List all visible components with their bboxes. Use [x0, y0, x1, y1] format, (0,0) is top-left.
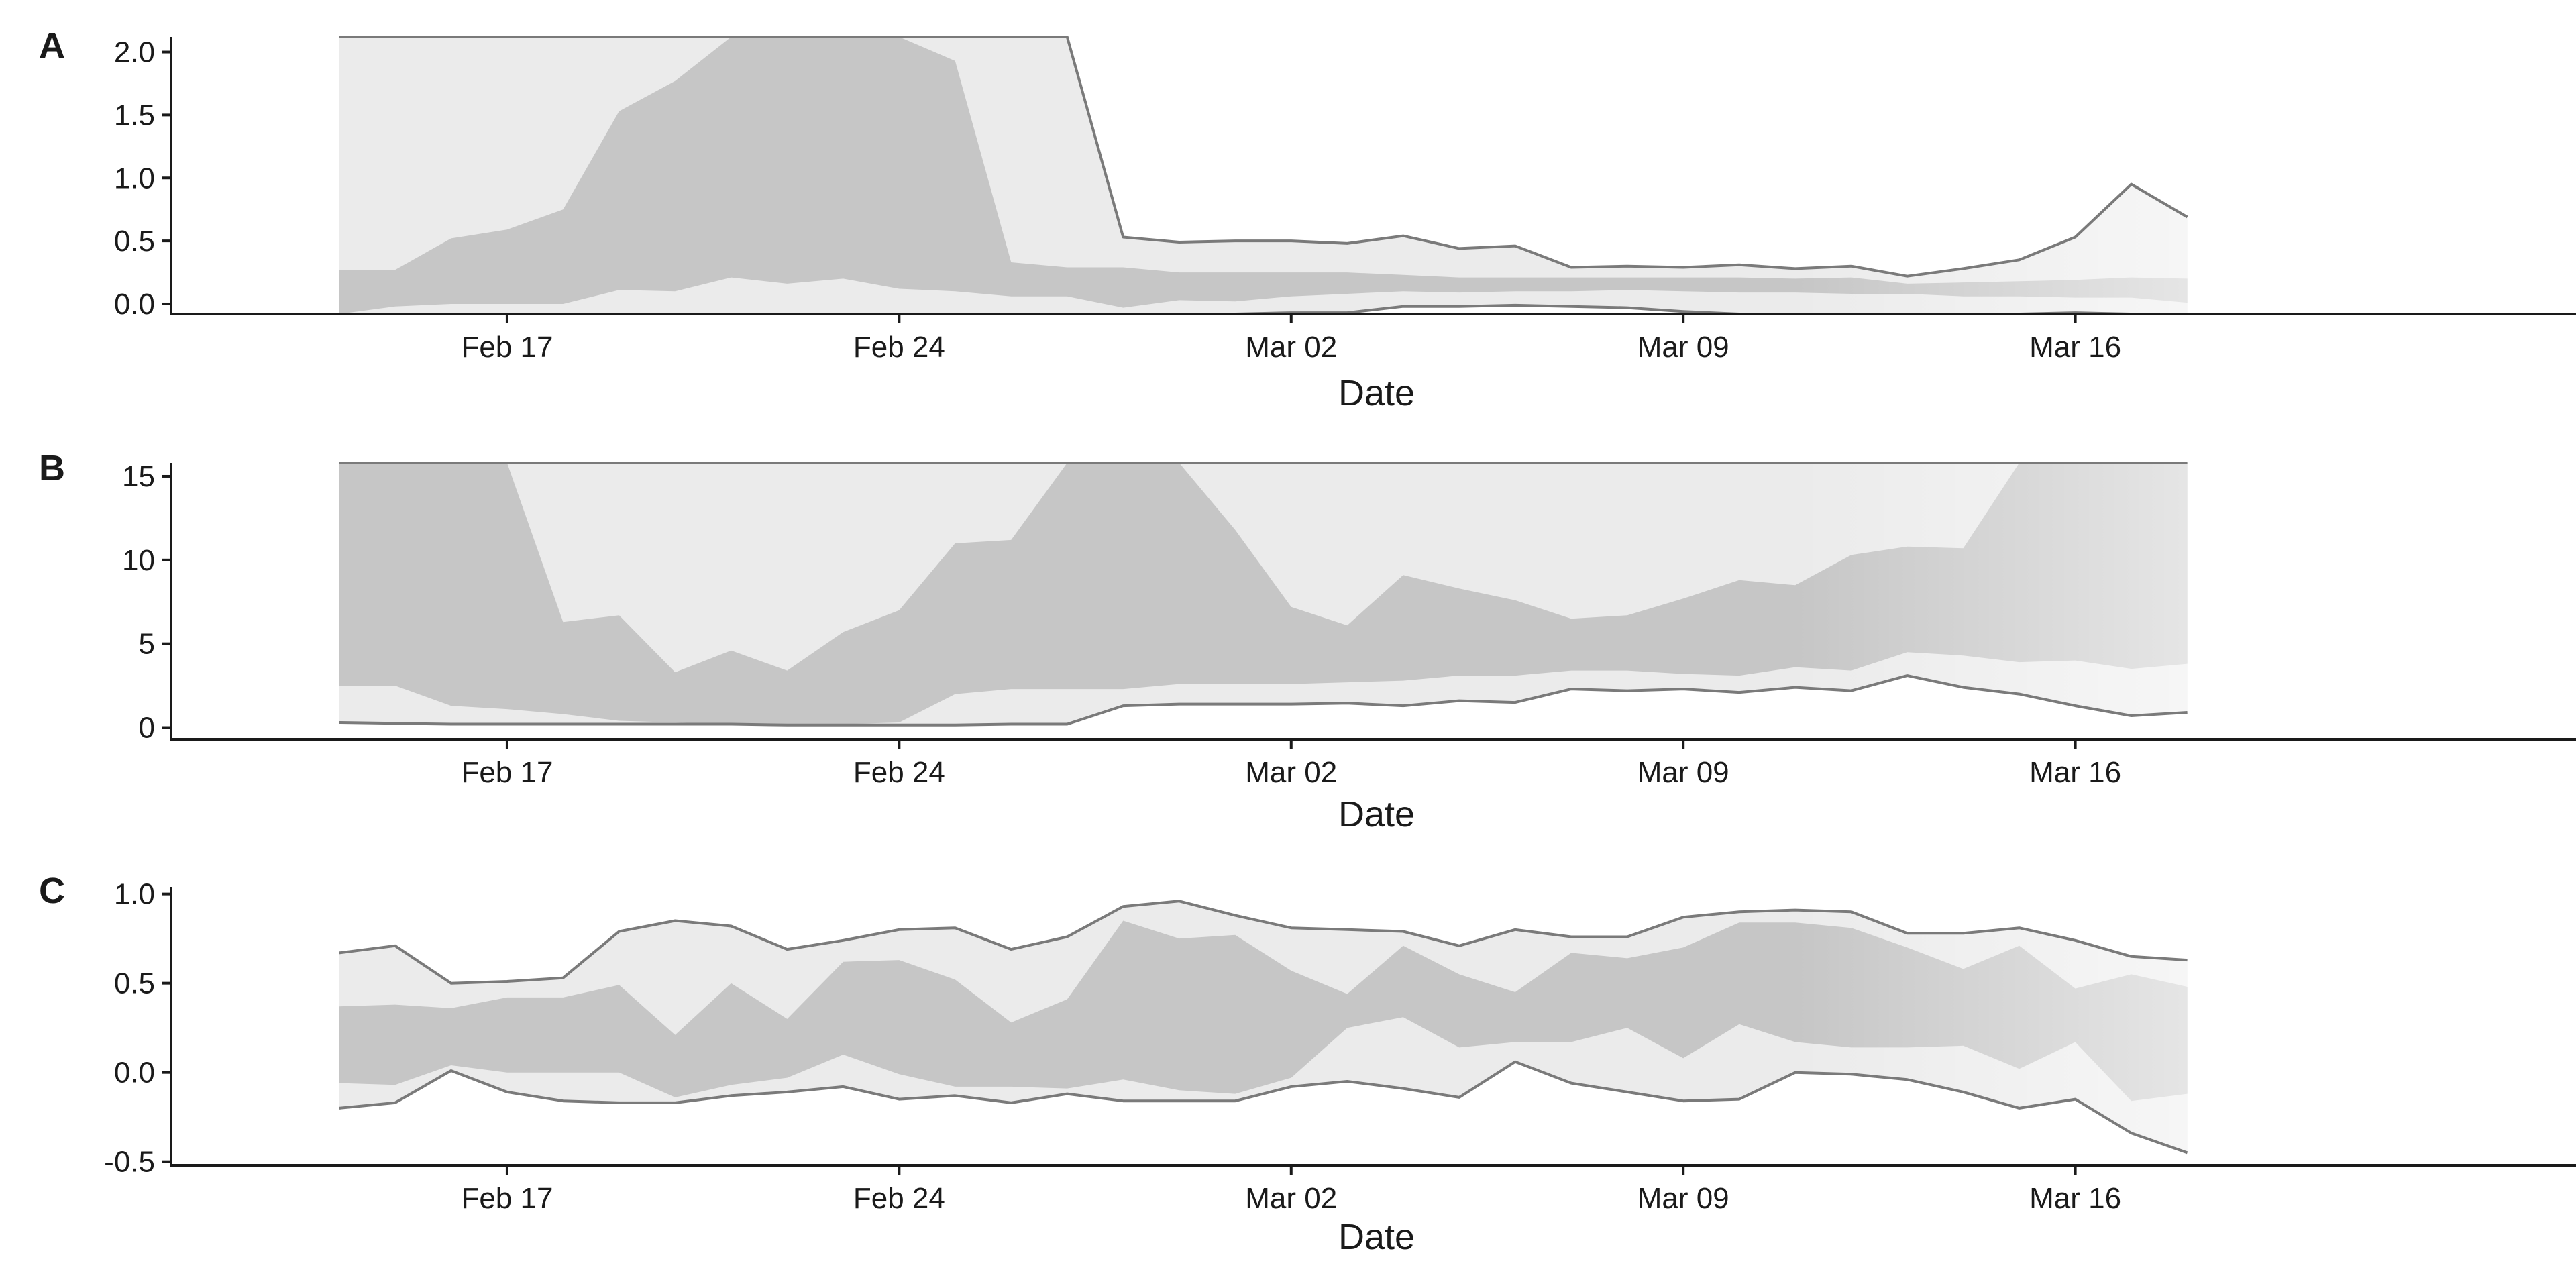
x-tick-label: Feb 17	[461, 756, 553, 789]
y-tick-label: 10	[122, 544, 155, 577]
x-axis-title: Date	[1338, 1217, 1415, 1257]
y-tick-label: 1.0	[114, 878, 155, 911]
y-tick-label: 2.0	[114, 36, 155, 69]
x-tick-label: Feb 24	[853, 756, 945, 789]
lower-bound-line	[339, 674, 2188, 727]
x-tick-label: Mar 09	[1638, 1182, 1729, 1215]
y-tick-label: 1.5	[114, 99, 155, 131]
x-axis-title: Date	[1338, 373, 1415, 413]
recent-days-fade	[1795, 37, 2188, 314]
x-axis-title: Date	[1338, 794, 1415, 835]
x-tick-label: Mar 16	[2029, 756, 2121, 789]
x-tick-label: Feb 24	[853, 331, 945, 364]
inner-interval-band	[339, 37, 2188, 314]
x-tick-label: Mar 02	[1245, 756, 1337, 789]
panel-b: B Date 0 5 10 15 Feb 17 Feb 24 Mar 02 Mar 09 Mar…	[39, 448, 2576, 835]
panel-a: A Date 0.0 0.5 1.0 1.5 2.0 Feb 17 Feb 24 Mar 02…	[39, 25, 2576, 413]
y-tick-label: 0.5	[114, 225, 155, 258]
x-tick-label: Mar 09	[1638, 756, 1729, 789]
panel-letter-c: C	[39, 871, 65, 911]
inner-interval-band	[339, 920, 2188, 1102]
panel-c: C Date 1.0 0.5 0.0 -0.5 Feb 17 Feb 24 Mar 02 Ma…	[39, 871, 2576, 1257]
x-tick-label: Feb 17	[461, 331, 553, 364]
x-tick-label: Mar 02	[1245, 1182, 1337, 1215]
x-tick-label: Mar 02	[1245, 331, 1337, 364]
panel-letter-a: A	[39, 25, 65, 66]
upper-bound-line	[339, 36, 2188, 278]
lower-bound-line	[339, 1060, 2188, 1155]
inner-interval-band	[339, 463, 2188, 724]
upper-bound-line	[339, 900, 2188, 985]
y-tick-label: 15	[122, 460, 155, 493]
y-tick-label: 0.0	[114, 1057, 155, 1089]
x-tick-label: Mar 16	[2029, 1182, 2121, 1215]
recent-days-fade	[1795, 463, 2188, 739]
y-tick-label: 0.0	[114, 288, 155, 321]
y-tick-label: 1.0	[114, 162, 155, 195]
panel-letter-b: B	[39, 448, 65, 488]
x-tick-label: Mar 09	[1638, 331, 1729, 364]
y-tick-label: 5	[139, 628, 155, 661]
x-tick-label: Mar 16	[2029, 331, 2121, 364]
x-tick-label: Feb 24	[853, 1182, 945, 1215]
y-tick-label: 0	[139, 712, 155, 745]
y-tick-label: -0.5	[104, 1146, 155, 1179]
recent-days-fade	[1795, 887, 2188, 1165]
x-tick-label: Feb 17	[461, 1182, 553, 1215]
y-tick-label: 0.5	[114, 967, 155, 1000]
